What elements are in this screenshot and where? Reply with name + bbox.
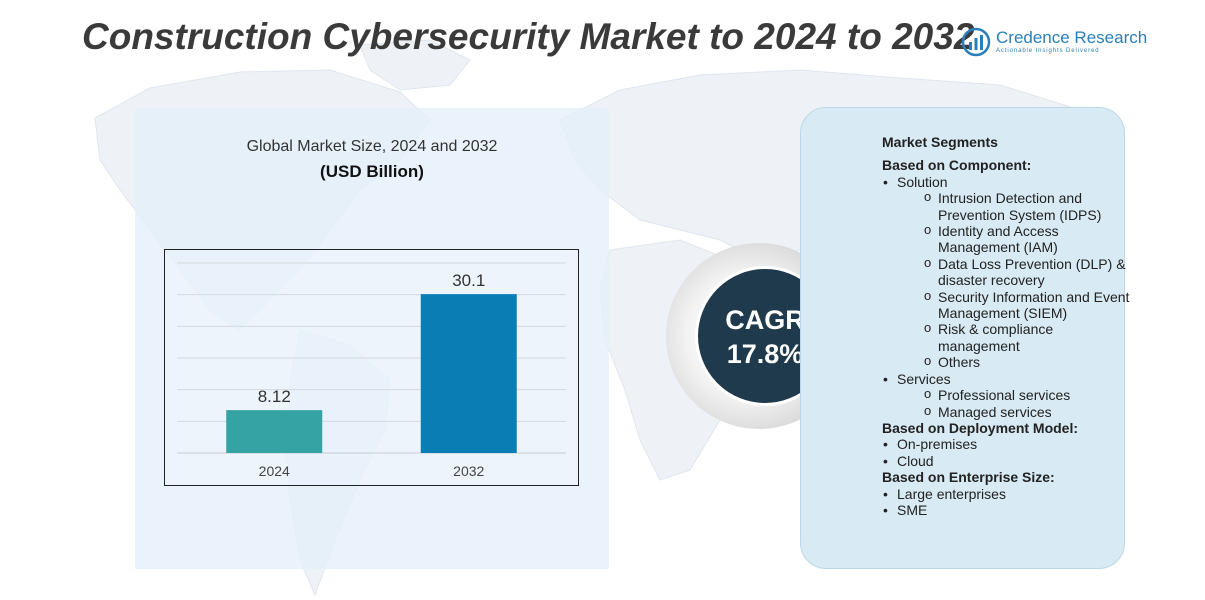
chart-subtitle: Global Market Size, 2024 and 2032 [246, 138, 498, 155]
chart-unit: (USD Billion) [320, 162, 424, 181]
segments-list: Market Segments Based on Component:Solut… [882, 134, 1132, 519]
bar-value-label: 8.12 [258, 387, 291, 406]
segment-item: Solution [882, 174, 1132, 191]
market-size-panel: Global Market Size, 2024 and 2032 (USD B… [135, 108, 609, 569]
segment-subitem: Intrusion Detection and Prevention Syste… [882, 189, 1132, 223]
cagr-value: 17.8% [726, 339, 804, 369]
bar-value-label: 30.1 [452, 271, 485, 290]
segment-item: On-premises [882, 436, 1132, 453]
segment-subitem: Data Loss Prevention (DLP) & disaster re… [882, 255, 1132, 289]
segment-subitem: Security Information and Event Managemen… [882, 288, 1132, 322]
credence-logo-icon [961, 27, 991, 57]
cagr-label: CAGR [725, 305, 805, 335]
bar-chart: 8.12 2024 30.1 2032 [164, 249, 579, 486]
segment-subitem: Identity and Access Management (IAM) [882, 222, 1132, 256]
segment-item: Cloud [882, 453, 1132, 470]
segment-subitem: Others [882, 353, 1132, 370]
brand-tagline: Actionable Insights Delivered [996, 48, 1100, 54]
segment-item: SME [882, 502, 1132, 519]
segment-subitem: Professional services [882, 386, 1132, 403]
segment-item: Large enterprises [882, 486, 1132, 503]
page-title: Construction Cybersecurity Market to 202… [82, 16, 975, 57]
segment-subitem: Managed services [882, 402, 1132, 420]
bar-chart-svg: 8.12 2024 30.1 2032 [177, 262, 566, 479]
brand-logo: Credence Research Actionable Insights De… [960, 26, 1148, 60]
bar-2032 [420, 294, 517, 453]
segment-group-heading: Based on Deployment Model: [882, 419, 1079, 436]
segment-group-heading: Based on Enterprise Size: [882, 469, 1055, 486]
brand-name: Credence Research [996, 28, 1148, 47]
segments-title: Market Segments [882, 134, 998, 150]
segment-subitem: Risk & compliance management [882, 320, 1132, 354]
x-tick-label: 2032 [453, 463, 484, 479]
x-tick-label: 2024 [259, 463, 290, 479]
segment-group-heading: Based on Component: [882, 157, 1032, 174]
bar-2024 [226, 410, 323, 453]
segment-item: Services [882, 371, 1132, 388]
